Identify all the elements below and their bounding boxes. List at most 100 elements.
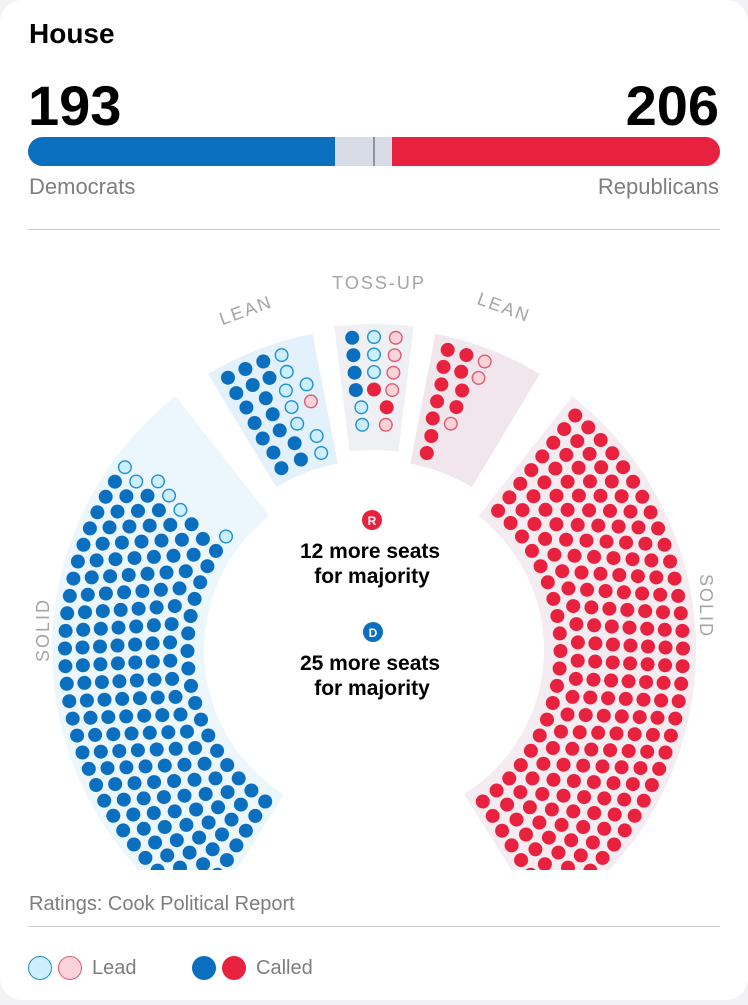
seat-dot-dem-called bbox=[77, 675, 92, 690]
seat-dot-dem-called bbox=[168, 689, 183, 704]
sector-backgrounds bbox=[52, 324, 696, 870]
seat-dot-dem-called bbox=[146, 806, 161, 820]
seat-dot-dem-called bbox=[221, 370, 235, 385]
dem-majority-line1: 25 more seats bbox=[300, 652, 440, 675]
seat-dot-dem-called bbox=[154, 533, 169, 548]
seat-dot-rep-called bbox=[535, 787, 550, 801]
seat-dot-rep-called bbox=[566, 774, 581, 788]
seat-dot-dem-called bbox=[112, 674, 127, 689]
seat-dot-rep-called bbox=[525, 771, 540, 786]
rep-progress-fill bbox=[392, 137, 720, 166]
seat-dot-dem-called bbox=[60, 606, 75, 621]
seat-dot-dem-called bbox=[62, 588, 77, 603]
rep-majority-line1: 12 more seats bbox=[300, 540, 440, 563]
seat-dot-dem-called bbox=[150, 690, 165, 705]
seat-dot-rep-called bbox=[525, 867, 536, 870]
seat-dot-rep-called bbox=[533, 559, 548, 574]
seat-dot-rep-called bbox=[597, 791, 612, 806]
seat-dot-rep-called bbox=[560, 474, 575, 489]
seat-dot-dem-called bbox=[126, 837, 141, 852]
seat-dot-dem-called bbox=[83, 710, 98, 725]
seat-dot-rep-called bbox=[591, 725, 606, 740]
rep-seat-count: 206 bbox=[625, 74, 719, 137]
dem-progress-fill bbox=[28, 137, 336, 166]
seat-dot-rep-called bbox=[617, 823, 632, 838]
seat-dot-rep-called bbox=[532, 815, 547, 830]
seat-dot-rep-called bbox=[605, 655, 620, 670]
seat-dot-rep-called bbox=[627, 808, 642, 823]
seat-dot-rep-called bbox=[587, 618, 602, 633]
sector-bg-solid_d bbox=[52, 396, 284, 870]
seat-dot-dem-called bbox=[211, 800, 226, 815]
seat-dot-rep-called bbox=[614, 760, 629, 775]
seat-dot-rep-called bbox=[622, 620, 637, 635]
seat-dot-rep-called bbox=[633, 761, 648, 776]
seat-dot-dem-called bbox=[173, 860, 187, 870]
seat-dot-dem-called bbox=[75, 745, 90, 760]
seat-dot-dem-called bbox=[58, 641, 72, 656]
seat-dot-rep-called bbox=[595, 850, 610, 865]
seat-dot-rep-called bbox=[561, 860, 575, 870]
seat-dot-rep-called bbox=[640, 621, 655, 636]
seat-dot-rep-called bbox=[573, 848, 588, 863]
seat-dot-rep-lead bbox=[387, 348, 402, 363]
seat-dot-dem-called bbox=[116, 823, 131, 838]
seat-dot-dem-called bbox=[121, 568, 136, 582]
seat-dot-rep-called bbox=[566, 599, 581, 614]
seat-dot-rep-called bbox=[524, 463, 539, 478]
seat-dot-dem-called bbox=[156, 790, 171, 805]
seat-dot-dem-called bbox=[258, 794, 273, 809]
seat-dot-dem-called bbox=[79, 693, 94, 708]
seat-dot-rep-called bbox=[645, 727, 660, 742]
seat-dot-dem-called bbox=[188, 696, 203, 710]
seat-dot-rep-called bbox=[535, 449, 550, 464]
seat-dot-rep-called bbox=[553, 644, 568, 658]
label-lean-left: LEAN bbox=[217, 292, 276, 330]
seat-dot-rep-called bbox=[582, 446, 597, 461]
seat-dot-dem-called bbox=[98, 489, 113, 504]
seat-dot-rep-called bbox=[434, 377, 449, 392]
seat-dot-rep-called bbox=[675, 659, 690, 674]
seat-dot-dem-called bbox=[147, 672, 162, 687]
seat-dot-rep-called bbox=[671, 694, 686, 709]
seat-dot-dem-called bbox=[161, 725, 176, 740]
seat-dot-dem-called bbox=[138, 850, 153, 865]
seat-dot-rep-called bbox=[525, 543, 539, 558]
seat-dot-dem-called bbox=[112, 744, 127, 758]
seat-dot-dem-called bbox=[62, 694, 77, 709]
seat-dot-dem-called bbox=[138, 759, 153, 774]
seat-dot-dem-called bbox=[231, 771, 246, 786]
seat-dot-rep-lead bbox=[378, 417, 393, 432]
seat-dot-dem-called bbox=[220, 758, 235, 773]
seat-dot-dem-lead bbox=[278, 383, 293, 398]
seat-dot-dem-called bbox=[220, 785, 235, 800]
seat-dot-dem-called bbox=[262, 370, 277, 385]
seat-dot-rep-lead bbox=[386, 365, 401, 380]
label-tossup: TOSS-UP bbox=[332, 273, 426, 293]
seat-dot-dem-called bbox=[201, 815, 216, 830]
seat-dot-dem-called bbox=[110, 638, 125, 653]
seat-dot-rep-called bbox=[623, 656, 638, 671]
seat-dot-dem-called bbox=[182, 845, 197, 860]
seat-dot-dem-called bbox=[142, 725, 157, 740]
dem-called-swatch bbox=[192, 956, 216, 980]
seat-dot-dem-called bbox=[93, 639, 107, 654]
seat-dot-rep-called bbox=[656, 605, 670, 620]
seat-dot-dem-called bbox=[131, 601, 146, 616]
seat-dot-rep-called bbox=[619, 535, 634, 550]
seat-dot-dem-called bbox=[247, 416, 262, 430]
seat-dot-dem-called bbox=[187, 591, 202, 606]
seat-dot-dem-called bbox=[212, 867, 223, 870]
seat-dot-rep-called bbox=[616, 585, 631, 600]
seat-dot-dem-called bbox=[140, 566, 155, 581]
seat-dot-rep-called bbox=[667, 571, 682, 586]
seat-dot-dem-called bbox=[137, 708, 152, 723]
seat-dot-dem-called bbox=[114, 535, 129, 550]
seat-dot-rep-called bbox=[532, 728, 547, 743]
seat-dot-dem-called bbox=[197, 756, 212, 771]
seat-dot-rep-called bbox=[491, 503, 506, 518]
seat-dot-rep-called bbox=[593, 433, 608, 447]
seat-dot-dem-called bbox=[70, 554, 85, 569]
dem-badge-circle bbox=[363, 622, 383, 642]
seat-dot-dem-called bbox=[163, 653, 178, 668]
